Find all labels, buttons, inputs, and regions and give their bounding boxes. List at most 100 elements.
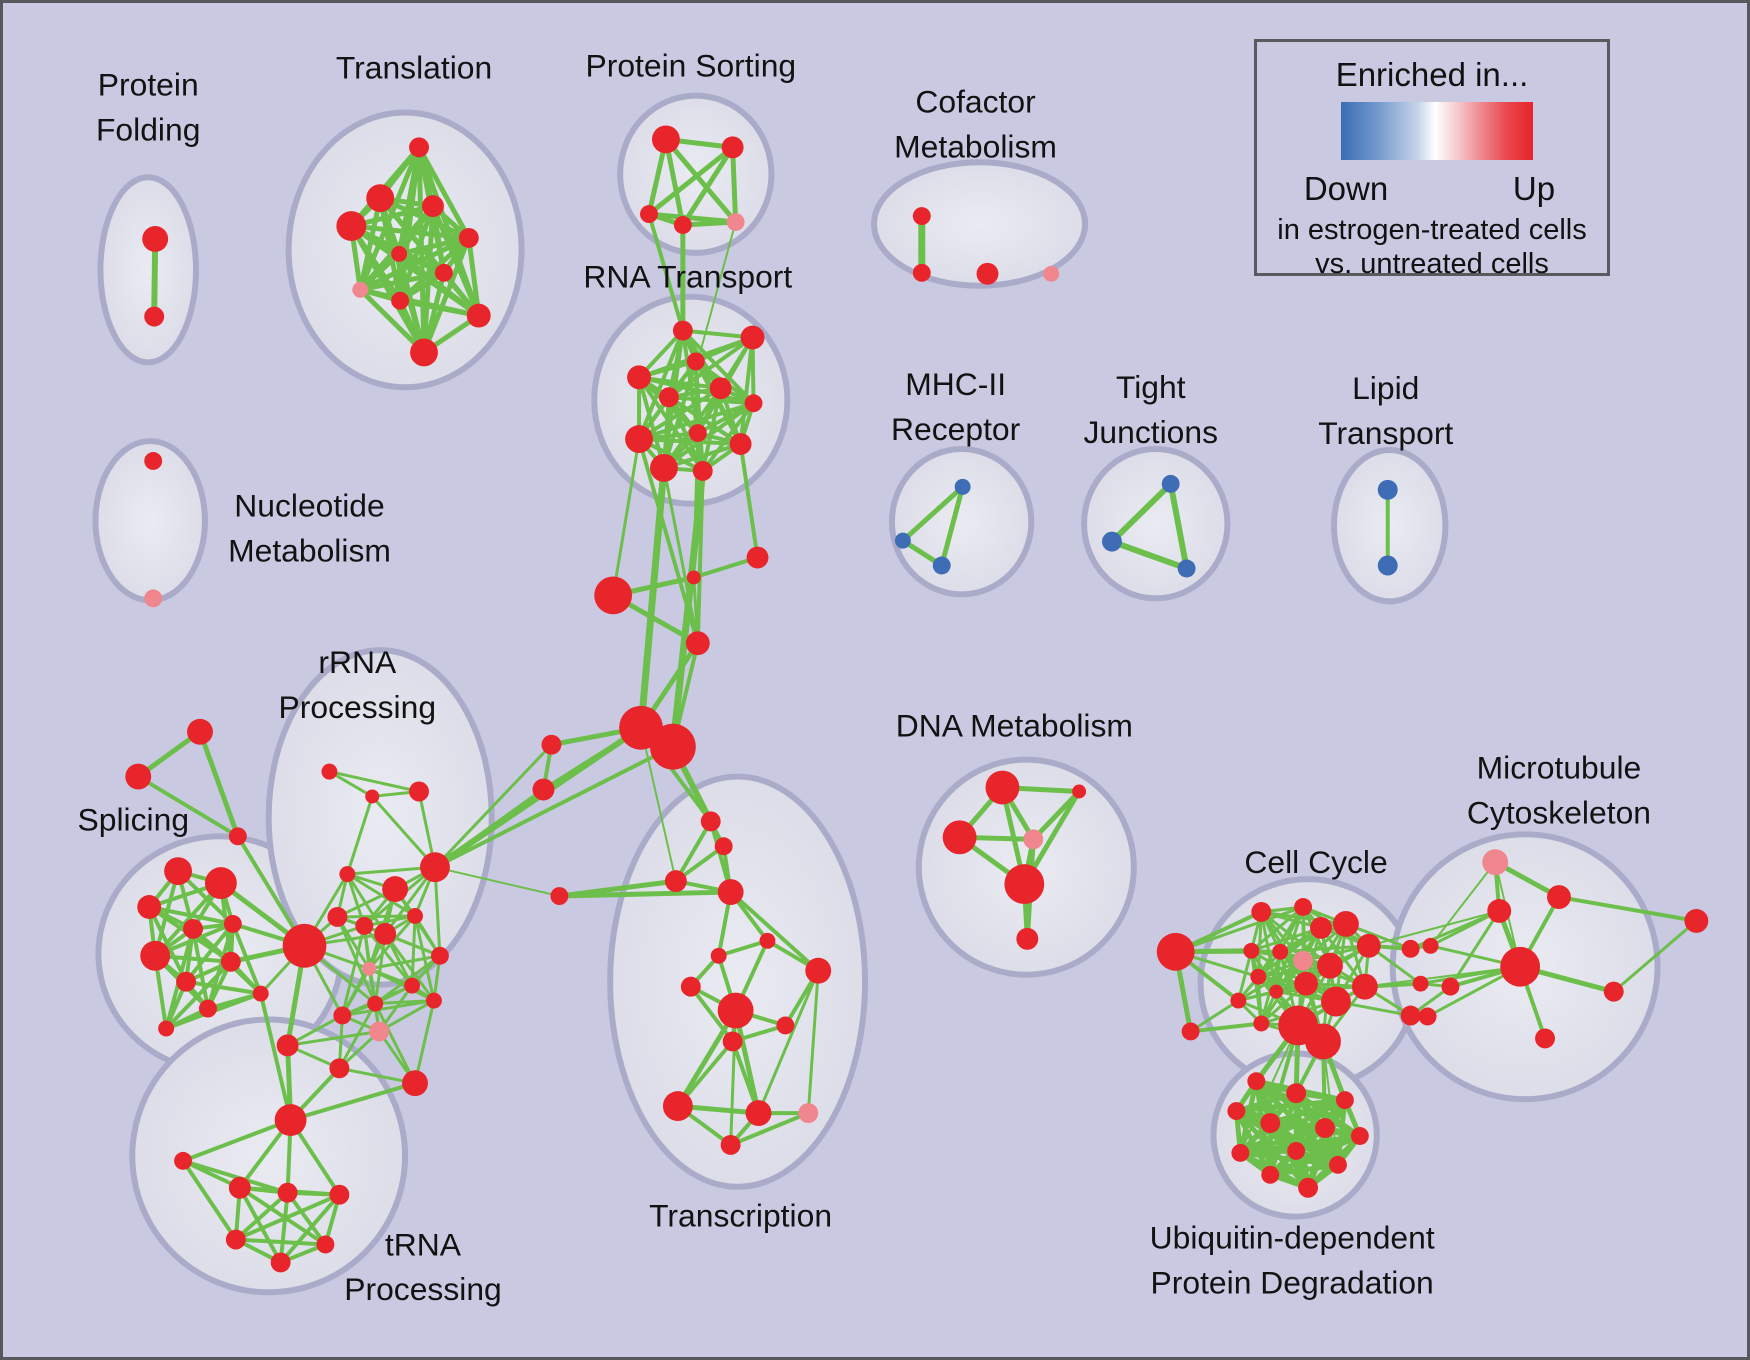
enrichment-edge xyxy=(367,967,436,1003)
gene-set-node-transcription xyxy=(717,992,754,1029)
gene-set-node-rrna-processing xyxy=(362,961,377,976)
gene-set-node-rrna-processing xyxy=(339,866,356,883)
enrichment-edge xyxy=(410,914,417,988)
gene-set-node-ubiquitin-degradation xyxy=(1335,1091,1354,1110)
cluster-label-tight-junctions: Junctions xyxy=(1084,414,1219,450)
gene-set-node-ubiquitin-degradation xyxy=(1315,1118,1335,1138)
cluster-ellipse-mhc-ii-receptor xyxy=(888,446,1035,598)
enrichment-edge xyxy=(662,466,700,645)
gene-set-node-microtubule-cytoskeleton xyxy=(1603,981,1624,1002)
gene-set-node-trna-processing xyxy=(270,1252,291,1273)
enrichment-edge xyxy=(757,969,820,1115)
gene-set-node-rna-transport xyxy=(649,454,678,482)
gene-set-node-splicing xyxy=(176,971,197,992)
enrichment-edge xyxy=(611,437,641,597)
gene-set-node-rrna-processing xyxy=(321,763,338,780)
gene-set-node-connector-hubs xyxy=(649,723,696,770)
gene-set-node-splicing xyxy=(223,914,242,933)
gene-set-node-splicing xyxy=(198,999,217,1018)
gene-set-node-connector-hubs xyxy=(541,734,562,755)
cluster-label-cofactor-metabolism: Cofactor xyxy=(915,84,1036,120)
cluster-label-lipid-transport: Transport xyxy=(1318,415,1453,451)
enrichment-edge xyxy=(738,335,755,447)
gene-set-node-cell-cycle xyxy=(1294,898,1313,916)
gene-set-node-microtubule-cytoskeleton xyxy=(1547,885,1571,909)
gene-set-node-translation xyxy=(336,211,367,241)
enrichment-edge xyxy=(730,144,739,225)
enrichment-edge xyxy=(233,1190,290,1242)
gene-set-node-rrna-processing xyxy=(369,1021,390,1042)
cluster-label-transcription: Transcription xyxy=(649,1198,832,1234)
enrichment-edge xyxy=(1188,1021,1264,1034)
gene-set-node-transcription xyxy=(759,932,776,949)
enrichment-edge xyxy=(556,889,734,899)
gene-set-node-translation xyxy=(458,228,479,248)
gene-set-node-connector-hubs xyxy=(685,631,710,656)
gene-set-node-rrna-processing xyxy=(282,923,327,968)
enrichment-edge xyxy=(1239,1024,1300,1154)
cluster-label-trna-processing: tRNA xyxy=(385,1226,462,1262)
gene-set-node-microtubule-cytoskeleton xyxy=(1422,937,1439,954)
gene-set-node-lipid-transport xyxy=(1377,479,1398,500)
gene-set-node-ubiquitin-degradation xyxy=(1328,1155,1347,1174)
gene-set-node-protein-sorting xyxy=(726,213,745,231)
gene-set-node-rna-transport xyxy=(686,352,705,371)
enrichment-edge xyxy=(191,926,210,1011)
enrichment-edge xyxy=(1108,538,1190,572)
gene-set-node-nucleotide-metabolism xyxy=(144,452,163,470)
gene-set-node-cell-cycle xyxy=(1351,973,1378,1000)
gene-set-node-connector-hubs xyxy=(550,887,569,906)
enrichment-edge xyxy=(357,287,427,355)
enrichment-edge xyxy=(432,744,675,870)
gene-set-node-trna-processing xyxy=(225,1229,246,1250)
gene-set-node-cell-cycle xyxy=(1317,952,1343,979)
enrichment-edge xyxy=(147,905,235,926)
cluster-label-nucleotide-metabolism: Metabolism xyxy=(228,533,391,569)
enrichment-edge xyxy=(433,743,553,869)
enrichment-edge xyxy=(1030,789,1082,842)
enrichment-edge xyxy=(357,195,383,293)
enrichment-edge xyxy=(673,819,713,884)
enrichment-edge xyxy=(367,914,417,971)
gene-set-node-connector-hubs xyxy=(187,718,213,745)
enrichment-edge xyxy=(637,375,705,473)
enrichment-edge xyxy=(1236,949,1253,1003)
enrichment-edge xyxy=(136,774,240,839)
gene-set-node-mhc-ii-receptor xyxy=(954,478,971,495)
enrichment-edge xyxy=(637,328,685,442)
gene-set-node-trna-processing xyxy=(228,1176,251,1199)
gene-set-node-rrna-processing xyxy=(327,906,348,927)
gene-set-node-protein-folding xyxy=(142,226,169,252)
enrichment-edge xyxy=(184,979,263,996)
enrichment-edge xyxy=(1174,905,1305,954)
enrichment-edge xyxy=(806,969,820,1115)
gene-set-node-transcription xyxy=(662,1091,693,1122)
legend-caption-line1: in estrogen-treated cells xyxy=(1277,214,1587,246)
gene-set-node-rna-transport xyxy=(672,320,693,341)
enrichment-edge xyxy=(1278,944,1371,954)
cluster-ellipse-tight-junctions xyxy=(1081,446,1231,602)
gene-set-node-connector-hubs xyxy=(1156,932,1195,971)
gene-set-node-cell-cycle xyxy=(1305,1023,1341,1060)
enrichment-edge xyxy=(327,770,374,798)
enrichment-edge xyxy=(647,212,685,333)
gene-set-node-splicing xyxy=(140,940,171,971)
enrichment-edge xyxy=(258,991,293,1123)
cluster-ellipse-cofactor-metabolism xyxy=(871,159,1089,289)
enrichment-edge xyxy=(663,136,739,225)
enrichment-edge xyxy=(233,1192,342,1242)
gene-set-node-cell-cycle xyxy=(1243,942,1260,959)
gene-set-node-transcription xyxy=(776,1016,795,1035)
enrichment-edge xyxy=(1233,1097,1348,1114)
gene-set-node-rrna-processing xyxy=(367,995,384,1012)
gene-set-node-rrna-processing xyxy=(430,946,449,965)
gene-set-node-transcription xyxy=(710,947,727,964)
enrichment-edge xyxy=(646,144,736,217)
cluster-label-dna-metabolism: DNA Metabolism xyxy=(896,708,1133,744)
enrichment-edge xyxy=(637,401,756,442)
enrichment-edge xyxy=(197,729,241,839)
enrichment-edge xyxy=(637,437,700,646)
enrichment-edge xyxy=(396,235,472,257)
enrichment-edge xyxy=(278,1190,290,1265)
gene-set-node-cell-cycle xyxy=(1321,986,1351,1017)
